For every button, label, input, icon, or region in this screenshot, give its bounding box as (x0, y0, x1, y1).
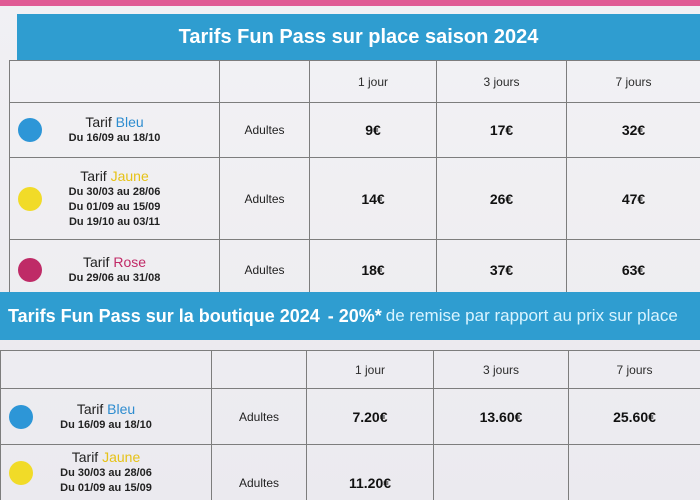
onsite-empty-header-cell (9, 60, 220, 103)
shop-row-blue: Tarif Bleu Du 16/09 au 18/10 Adultes 7.2… (0, 388, 700, 445)
shop-empty-header-cell (0, 350, 212, 389)
shop-yellow-date-range-1: Du 30/03 au 28/06 (60, 467, 152, 479)
onsite-yellow-price-3-days: 26€ (436, 157, 567, 240)
shop-pricing-title: Tarifs Fun Pass sur la boutique 2024 (8, 305, 320, 326)
top-pink-strip (0, 0, 700, 6)
shop-header-7-days: 7 jours (568, 350, 700, 389)
onsite-row-blue: Tarif Bleu Du 16/09 au 18/10 Adultes 9€ … (9, 102, 700, 158)
onsite-pink-audience: Adultes (219, 239, 310, 301)
blue-color-dot (18, 118, 42, 142)
shop-discount-note: de remise par rapport au prix sur place (385, 306, 678, 325)
tarif-prefix: Tarif (85, 114, 112, 130)
onsite-empty-audience-header-cell (219, 60, 310, 103)
onsite-tarif-blue-cell: Tarif Bleu Du 16/09 au 18/10 (9, 102, 220, 158)
tarif-prefix: Tarif (80, 167, 107, 184)
onsite-row-yellow: Tarif Jaune Du 30/03 au 28/06 Du 01/09 a… (9, 157, 700, 240)
tarif-color-name: Jaune (110, 167, 149, 184)
shop-yellow-price-7-days (568, 444, 700, 500)
tarif-prefix: Tarif (76, 400, 104, 417)
onsite-yellow-price-1-day: 14€ (309, 157, 437, 240)
shop-yellow-price-1-day-text: 11.20€ (348, 474, 392, 491)
tarif-yellow-label: Tarif Jaune (10, 168, 219, 185)
shop-header-3-days: 3 jours (433, 350, 569, 389)
onsite-header-3-days: 3 jours (436, 60, 567, 103)
onsite-row-pink: Tarif Rose Du 29/06 au 31/08 Adultes 18€… (9, 239, 700, 301)
onsite-tarif-yellow-cell: Tarif Jaune Du 30/03 au 28/06 Du 01/09 a… (9, 157, 220, 240)
shop-tarif-blue-cell: Tarif Bleu Du 16/09 au 18/10 (0, 388, 212, 445)
tarif-prefix: Tarif (71, 449, 99, 465)
tarif-blue-label: Tarif Bleu (1, 401, 211, 418)
shop-yellow-audience: Adultes (211, 444, 307, 500)
onsite-pricing-title: Tarifs Fun Pass sur place saison 2024 (178, 25, 539, 48)
shop-blue-price-1-day: 7.20€ (306, 388, 434, 445)
onsite-pricing-banner: Tarifs Fun Pass sur place saison 2024 (17, 14, 700, 60)
shop-pricing-table: 1 jour 3 jours 7 jours Tarif Bleu Du 16/… (0, 350, 700, 500)
shop-blue-audience: Adultes (211, 388, 307, 445)
yellow-color-dot (9, 460, 33, 485)
onsite-header-row: 1 jour 3 jours 7 jours (9, 60, 700, 103)
onsite-blue-price-1-day: 9€ (309, 102, 437, 158)
yellow-color-dot (18, 186, 42, 211)
tarif-prefix: Tarif (82, 254, 110, 270)
shop-row-yellow: Tarif Jaune Du 30/03 au 28/06 Du 01/09 a… (0, 444, 700, 500)
onsite-blue-price-3-days: 17€ (436, 102, 567, 158)
yellow-date-range-3: Du 19/10 au 03/11 (68, 215, 161, 228)
pink-date-range: Du 29/06 au 31/08 (68, 272, 161, 284)
onsite-blue-price-7-days: 32€ (566, 102, 700, 158)
shop-yellow-price-3-days (433, 444, 569, 500)
yellow-date-range-2: Du 01/09 au 15/09 (68, 200, 161, 213)
shop-empty-audience-header-cell (211, 350, 307, 389)
shop-blue-date-range: Du 16/09 au 18/10 (60, 418, 152, 431)
blue-date-range: Du 16/09 au 18/10 (68, 132, 161, 144)
onsite-header-1-day: 1 jour (309, 60, 437, 103)
tarif-blue-label: Tarif Bleu (10, 114, 219, 131)
blue-color-dot (9, 404, 33, 429)
onsite-pricing-section: Tarifs Fun Pass sur place saison 2024 1 … (0, 14, 700, 301)
shop-yellow-date-range-2: Du 01/09 au 15/09 (60, 482, 152, 494)
onsite-header-7-days: 7 jours (566, 60, 700, 103)
tarif-color-name: Bleu (107, 400, 136, 417)
shop-blue-price-3-days: 13.60€ (433, 388, 569, 445)
shop-blue-price-7-days: 25.60€ (568, 388, 700, 445)
yellow-date-range-1: Du 30/03 au 28/06 (68, 185, 161, 198)
onsite-yellow-audience: Adultes (219, 157, 310, 240)
tarif-color-name: Jaune (102, 449, 141, 465)
shop-discount: - 20%* (327, 305, 382, 326)
onsite-pink-price-1-day: 18€ (309, 239, 437, 301)
shop-yellow-price-1-day: 11.20€ (306, 444, 434, 500)
onsite-blue-audience: Adultes (219, 102, 310, 158)
tarif-pink-label: Tarif Rose (10, 254, 219, 271)
onsite-yellow-price-7-days: 47€ (566, 157, 700, 240)
onsite-pricing-table: 1 jour 3 jours 7 jours Tarif Bleu Du 16/… (9, 60, 700, 301)
tarif-color-name: Rose (113, 254, 147, 270)
onsite-tarif-pink-cell: Tarif Rose Du 29/06 au 31/08 (9, 239, 220, 301)
tarif-color-name: Bleu (115, 114, 144, 130)
shop-pricing-banner: Tarifs Fun Pass sur la boutique 2024 - 2… (0, 292, 700, 340)
pink-color-dot (18, 258, 42, 282)
tarif-yellow-label: Tarif Jaune (1, 449, 211, 466)
shop-tarif-yellow-cell: Tarif Jaune Du 30/03 au 28/06 Du 01/09 a… (0, 444, 212, 500)
shop-yellow-audience-text: Adultes (238, 475, 280, 490)
shop-pricing-section: Tarifs Fun Pass sur la boutique 2024 - 2… (0, 292, 700, 500)
shop-header-1-day: 1 jour (306, 350, 434, 389)
shop-header-row: 1 jour 3 jours 7 jours (0, 350, 700, 389)
